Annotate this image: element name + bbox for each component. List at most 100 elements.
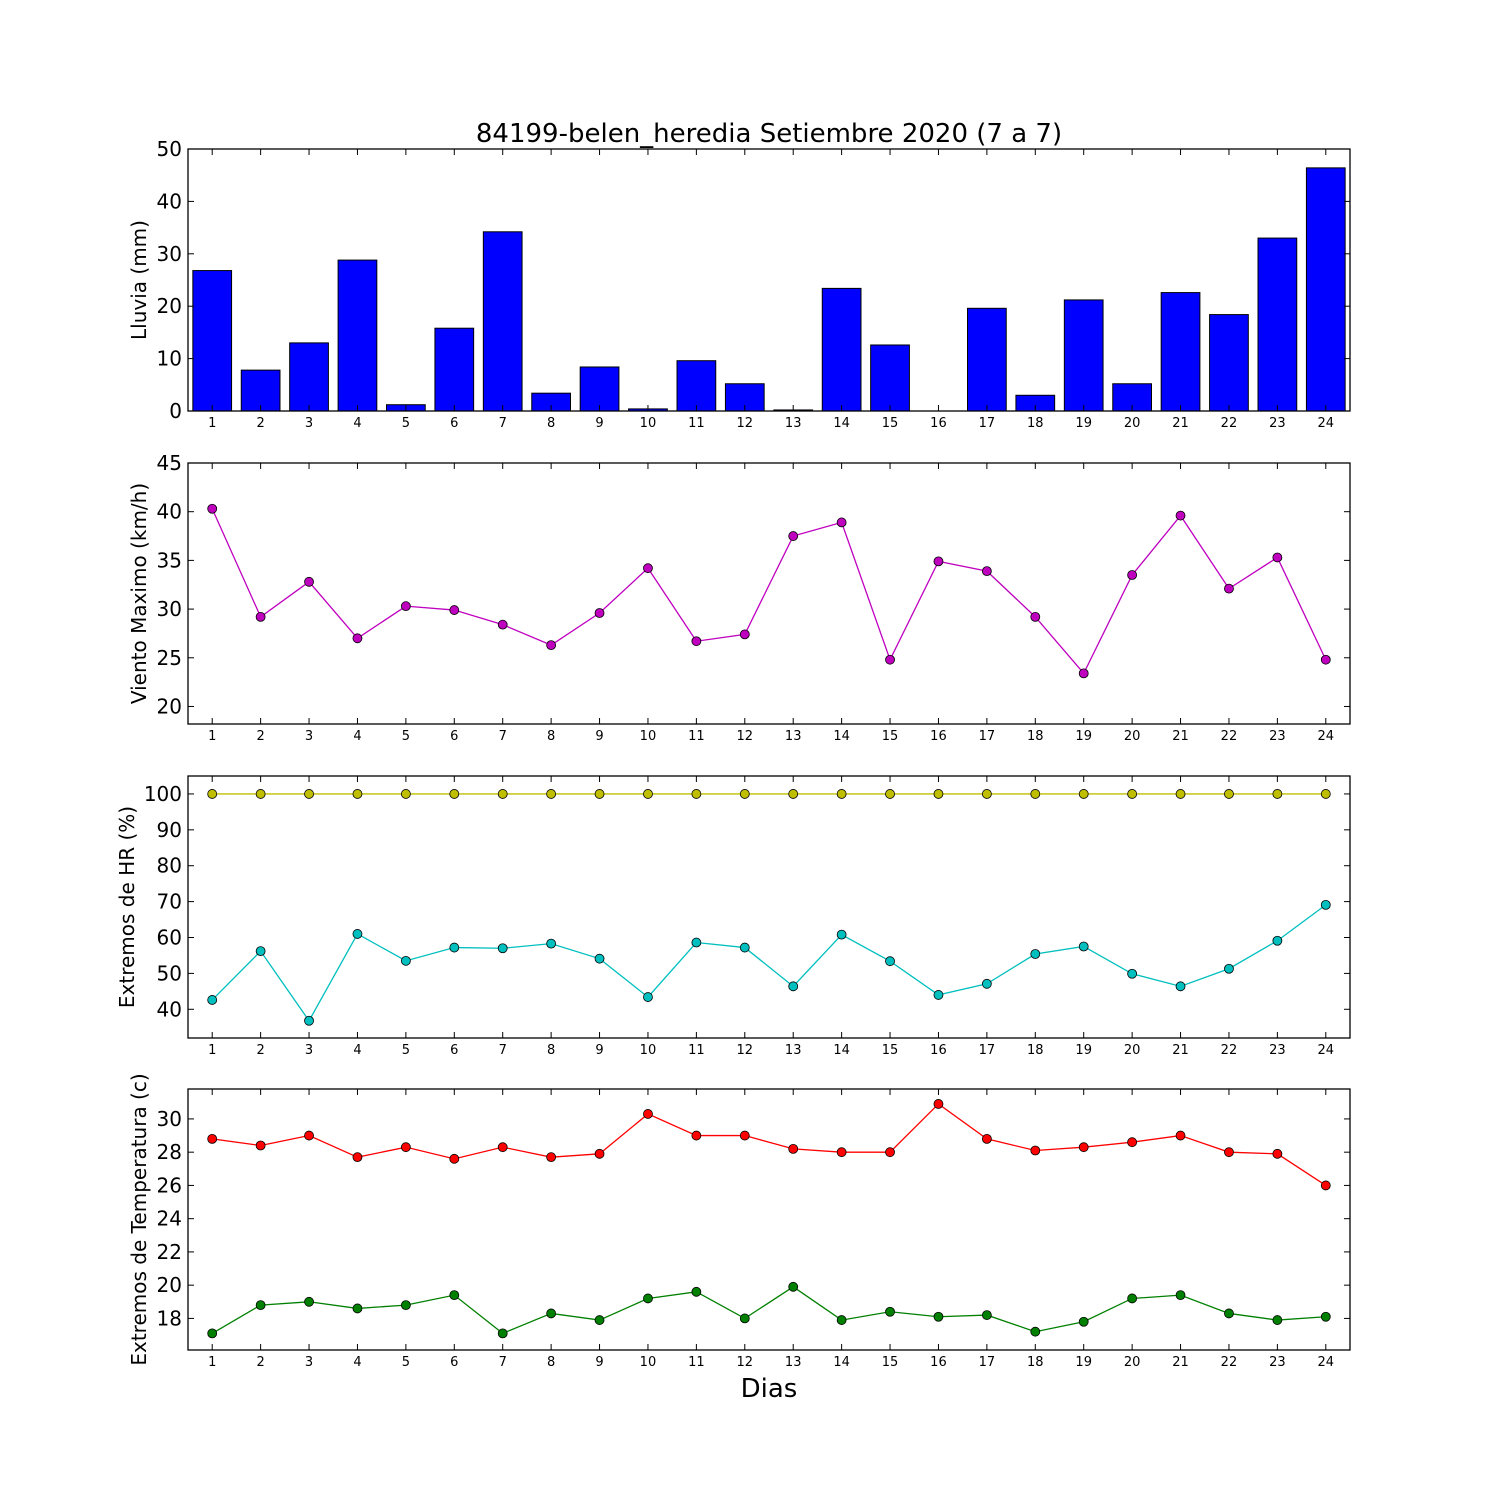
- series-1-point-2: [255, 1140, 266, 1151]
- x-tick-label: 23: [1269, 416, 1286, 431]
- x-tick-label: 4: [353, 1043, 361, 1058]
- x-tick-label: 16: [930, 729, 947, 744]
- x-tick-label: 8: [547, 416, 555, 431]
- series-2-line: [211, 904, 1327, 1022]
- x-tick-label: 14: [833, 729, 850, 744]
- y-tick-label: 22: [157, 1240, 182, 1264]
- series-2-point-17: [981, 978, 992, 989]
- x-tick-label: 1: [208, 416, 216, 431]
- series-2-point-3: [304, 1015, 314, 1026]
- series-1-point-14: [836, 1147, 847, 1158]
- y-tick-label: 100: [144, 782, 182, 806]
- series-1-point-13: [788, 1143, 799, 1154]
- y-tick-label: 30: [157, 1107, 182, 1131]
- x-tick-label: 15: [882, 729, 899, 744]
- series-1-point-12: [739, 789, 750, 799]
- y-tick-label: 30: [157, 597, 182, 621]
- series-1-point-19: [1078, 789, 1089, 799]
- bar-day-3: [289, 342, 329, 412]
- series-1-point-24: [1320, 1180, 1331, 1191]
- x-tick-label: 5: [402, 1043, 410, 1058]
- x-tick-label: 7: [499, 1043, 507, 1058]
- x-tick-label: 21: [1172, 729, 1189, 744]
- x-tick-label: 22: [1221, 416, 1238, 431]
- panel-2: 1 2 3 4 5 6 7 8 9 10 11 12 13 14 15 16 17 18 19 20 21 22 23 242…: [127, 451, 1351, 744]
- bar-day-4: [337, 259, 378, 412]
- x-tick-label: 6: [450, 416, 458, 431]
- x-tick-label: 11: [688, 729, 705, 744]
- series-1-point-6: [449, 1153, 460, 1164]
- x-tick-label: 13: [785, 729, 802, 744]
- series-1-point-21: [1175, 789, 1186, 799]
- series-2-point-13: [788, 981, 799, 992]
- x-tick-label: 21: [1172, 1355, 1189, 1370]
- x-tick-label: 20: [1124, 416, 1141, 431]
- x-tick-label: 19: [1075, 1043, 1092, 1058]
- series-1-point-16: [933, 789, 944, 799]
- series-2-point-24: [1320, 1311, 1331, 1322]
- series-2-point-9: [594, 953, 605, 964]
- series-1-point-16: [933, 556, 944, 567]
- series-2-line: [211, 1286, 1326, 1335]
- series-2-point-8: [546, 938, 557, 949]
- series-2-point-6: [449, 1290, 460, 1301]
- series-1-point-7: [497, 1142, 508, 1153]
- series-1-point-17: [981, 566, 992, 576]
- series-1-point-4: [352, 633, 363, 644]
- x-tick-label: 22: [1221, 1043, 1238, 1058]
- x-tick-label: 17: [979, 729, 996, 744]
- y-tick-label: 40: [157, 997, 182, 1021]
- bar-day-9: [579, 366, 620, 412]
- bar-day-24: [1305, 167, 1346, 412]
- bar-day-2: [240, 369, 281, 412]
- series-1-point-18: [1030, 1145, 1041, 1156]
- x-tick-label: 12: [737, 1043, 754, 1058]
- x-tick-label: 12: [737, 1355, 754, 1370]
- x-tick-label: 24: [1318, 1043, 1335, 1058]
- x-tick-label: 4: [353, 416, 361, 431]
- x-tick-label: 20: [1124, 1355, 1141, 1370]
- series-2-point-24: [1320, 899, 1331, 910]
- y-tick-label: 30: [157, 242, 182, 266]
- y-axis-label: Lluvia (mm): [127, 220, 151, 340]
- series-1-point-21: [1175, 1130, 1186, 1141]
- series-2-point-4: [352, 929, 363, 939]
- series-2-point-11: [691, 937, 702, 948]
- bar-day-19: [1063, 299, 1104, 412]
- series-1-point-23: [1272, 1148, 1283, 1159]
- series-1-point-20: [1127, 789, 1138, 799]
- y-tick-label: 20: [157, 694, 182, 718]
- series-1-point-14: [836, 789, 847, 799]
- series-1-point-5: [400, 789, 411, 799]
- x-tick-label: 14: [833, 416, 850, 431]
- x-tick-label: 2: [256, 729, 264, 744]
- y-tick-label: 40: [157, 189, 182, 213]
- series-2-point-20: [1127, 968, 1138, 979]
- x-tick-label: 14: [833, 1355, 850, 1370]
- x-tick-label: 20: [1124, 729, 1141, 744]
- x-tick-label: 19: [1075, 416, 1092, 431]
- axes-frame: [187, 462, 1351, 725]
- y-tick-label: 0: [169, 399, 182, 423]
- y-tick-label: 50: [157, 137, 182, 161]
- x-tick-label: 20: [1124, 1043, 1141, 1058]
- series-1-point-17: [981, 1133, 992, 1144]
- x-tick-label: 9: [595, 416, 603, 431]
- panel-4: 1 2 3 4 5 6 7 8 9 10 11 12 13 14 15 16 17 18 19 20 21 22 23 241…: [127, 1073, 1351, 1370]
- x-tick-label: 8: [547, 729, 555, 744]
- series-1-point-13: [788, 789, 799, 799]
- series-2-point-20: [1127, 1293, 1138, 1304]
- x-tick-label: 13: [785, 416, 802, 431]
- series-2-point-2: [255, 946, 266, 957]
- series-1-point-10: [643, 563, 653, 574]
- y-axis-label: Viento Maximo (km/h): [127, 483, 151, 704]
- y-tick-label: 35: [157, 548, 182, 572]
- y-tick-label: 80: [157, 854, 182, 878]
- x-tick-label: 6: [450, 729, 458, 744]
- x-tick-label: 18: [1027, 416, 1044, 431]
- x-tick-label: 21: [1172, 416, 1189, 431]
- series-1-point-22: [1224, 1147, 1234, 1158]
- series-2-point-5: [400, 1300, 411, 1311]
- x-tick-label: 17: [979, 416, 996, 431]
